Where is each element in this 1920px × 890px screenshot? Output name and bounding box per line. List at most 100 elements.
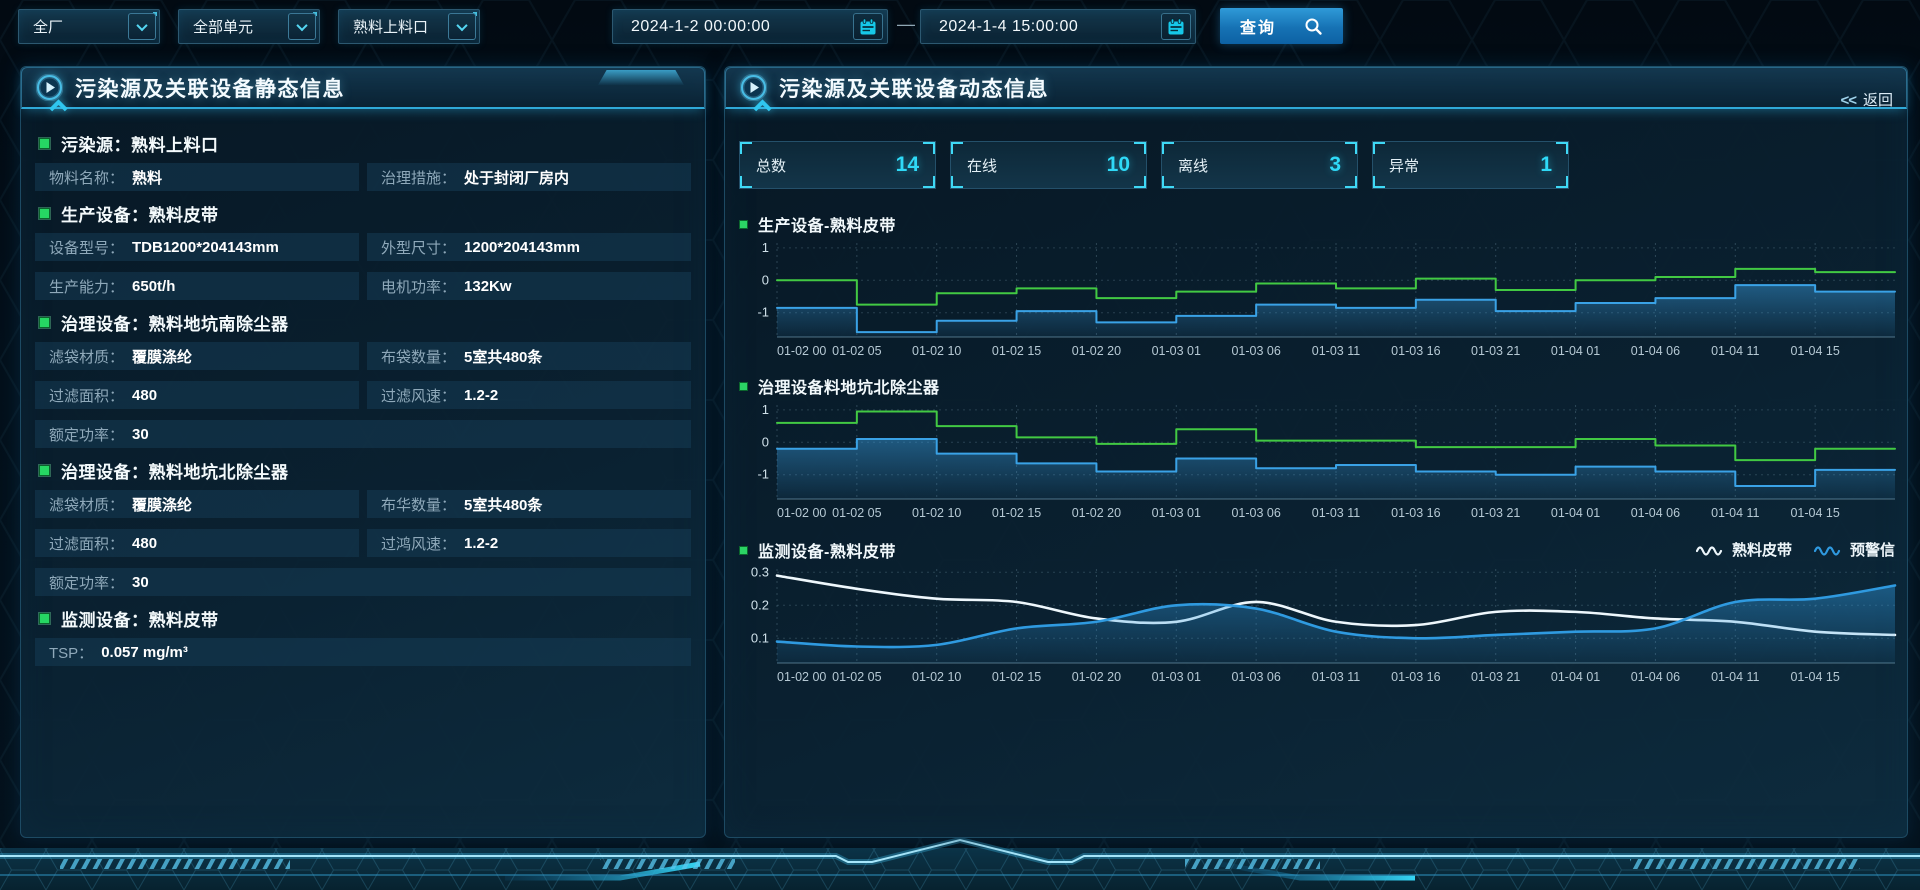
field-row: 滤袋材质： 覆膜涤纶 布袋数量： 5室共480条 [35,342,691,370]
stat-value: 3 [1329,153,1341,176]
field-row: 设备型号： TDB1200*204143mm 外型尺寸： 1200*204143mm [35,233,691,261]
select-pollution-source[interactable]: 熟料上料口 [338,9,480,44]
stat-label: 离线 [1178,157,1209,175]
field-row: 滤袋材质： 覆膜涤纶 布华数量： 5室共480条 [35,490,691,518]
static-info-sections: 污染源：熟料上料口 物料名称： 熟料 治理措施： 处于封闭厂房内 生产设备：熟料皮带 设备型… [21,109,705,666]
field-value: 覆膜涤纶 [132,348,193,366]
field-value: 1.2-2 [464,386,499,404]
legend-item: 预警信 [1813,539,1895,560]
field-value: 5室共480条 [464,496,543,514]
date-start-input[interactable]: 2024-1-2 00:00:00 [612,9,888,44]
svg-text:01-02 00: 01-02 00 [777,506,826,520]
section-heading: 治理设备：熟料地坑北除尘器 [39,460,691,482]
field-value: 处于封闭厂房内 [464,169,570,187]
field-label: 生产能力： [49,278,125,296]
section-heading-label: 监测设备：熟料皮带 [61,610,219,630]
svg-text:01-03 11: 01-03 11 [1312,506,1360,520]
legend-label: 预警信 [1849,542,1895,559]
field-cell: 物料名称： 熟料 [35,163,359,191]
svg-text:01-04 06: 01-04 06 [1631,344,1680,358]
green-square-icon [39,316,50,328]
calendar-icon[interactable] [853,13,883,40]
svg-text:01-03 06: 01-03 06 [1231,506,1280,520]
field-label: 治理措施： [381,169,457,187]
svg-text:01-04 01: 01-04 01 [1551,506,1600,520]
play-icon [36,74,63,101]
play-icon [740,74,767,101]
svg-text:01-02 15: 01-02 15 [992,670,1041,684]
chart-canvas: 1 0 -1 01-02 00 01-02 05 01-02 10 01-02 15 01-0… [739,237,1897,365]
svg-text:01-03 06: 01-03 06 [1231,670,1280,684]
svg-text:0.1: 0.1 [751,630,769,645]
field-label: 额定功率： [49,426,125,444]
field-cell: 过滤面积： 480 [35,529,359,557]
svg-text:01-02 05: 01-02 05 [832,506,881,520]
svg-text:0.3: 0.3 [751,564,769,579]
field-value: 0.057 mg/m³ [101,643,188,661]
green-square-icon [739,381,748,391]
svg-text:01-04 11: 01-04 11 [1711,506,1759,520]
chevron-down-icon[interactable] [448,13,476,40]
calendar-icon[interactable] [1161,13,1191,40]
chevron-down-icon[interactable] [128,13,156,40]
field-row: TSP： 0.057 mg/m³ [35,638,691,666]
field-cell: 外型尺寸： 1200*204143mm [367,233,691,261]
svg-text:01-02 05: 01-02 05 [832,670,881,684]
dynamic-info-panel-title: 污染源及关联设备动态信息 [779,77,1049,101]
field-row: 过滤面积： 480 过鸿风速： 1.2-2 [35,529,691,557]
date-end-value: 2024-1-4 15:00:00 [939,17,1079,35]
static-info-panel-title: 污染源及关联设备静态信息 [75,77,345,101]
field-cell: 滤袋材质： 覆膜涤纶 [35,490,359,518]
field-value: 30 [132,425,149,443]
svg-text:01-04 06: 01-04 06 [1631,670,1680,684]
chart-legend: 熟料皮带 预警信 [1695,539,1895,560]
chart-title: 生产设备-熟料皮带 [758,218,896,235]
svg-text:01-04 15: 01-04 15 [1790,506,1839,520]
top-filter-bar: 全厂 全部单元 熟料上料口 2024-1-2 00:00:00 — 2024-1… [0,0,1920,54]
chevron-down-icon[interactable] [288,13,316,40]
wave-line-icon [1813,545,1841,556]
green-square-icon [39,464,50,476]
svg-text:-1: -1 [757,467,769,482]
svg-text:01-03 21: 01-03 21 [1471,344,1520,358]
stat-label: 总数 [756,157,787,175]
field-label: 电机功率： [381,278,457,296]
section-heading-label: 生产设备：熟料皮带 [61,205,219,225]
svg-text:01-02 00: 01-02 00 [777,344,826,358]
field-value: 650t/h [132,277,176,295]
svg-text:01-04 01: 01-04 01 [1551,344,1600,358]
chart-production-equipment: 生产设备-熟料皮带 1 0 -1 01-02 00 01-02 05 01-02 10 01… [739,213,1897,365]
back-button-label: 返回 [1862,92,1893,109]
chart-canvas: 0.3 0.2 0.1 01-02 00 01-02 05 01-02 10 01-02 1… [739,563,1897,691]
field-cell: 设备型号： TDB1200*204143mm [35,233,359,261]
footer-decoration [0,830,1920,890]
stat-card-异常: 异常 1 [1372,141,1569,189]
field-value: 1200*204143mm [464,238,580,256]
select-unit[interactable]: 全部单元 [178,9,320,44]
svg-text:01-03 01: 01-03 01 [1152,670,1201,684]
select-plant-value: 全厂 [33,19,64,36]
stat-card-在线: 在线 10 [950,141,1147,189]
stat-card-离线: 离线 3 [1161,141,1358,189]
back-button[interactable]: << 返回 [1840,89,1893,110]
svg-text:1: 1 [762,240,769,255]
chart-monitor-equipment: 监测设备-熟料皮带 熟料皮带 预警信 0.3 0.2 0.1 01-02 00 01-02… [739,539,1897,691]
field-cell: 布华数量： 5室共480条 [367,490,691,518]
frame-trapezoid-decoration [598,70,684,85]
svg-text:01-04 06: 01-04 06 [1631,506,1680,520]
section-heading: 治理设备：熟料地坑南除尘器 [39,312,691,334]
field-cell: 额定功率： 30 [35,568,691,596]
legend-label: 熟料皮带 [1731,542,1792,559]
green-square-icon [739,545,748,555]
field-value: 1.2-2 [464,534,499,552]
stat-value: 1 [1540,153,1552,176]
select-plant[interactable]: 全厂 [18,9,160,44]
field-label: 布袋数量： [381,348,457,366]
date-end-input[interactable]: 2024-1-4 15:00:00 [920,9,1196,44]
field-label: 过滤面积： [49,535,125,553]
svg-text:0.2: 0.2 [751,597,769,612]
svg-text:01-04 15: 01-04 15 [1790,344,1839,358]
query-button-label: 查询 [1240,20,1277,37]
query-button[interactable]: 查询 [1220,8,1343,44]
green-square-icon [739,219,748,229]
